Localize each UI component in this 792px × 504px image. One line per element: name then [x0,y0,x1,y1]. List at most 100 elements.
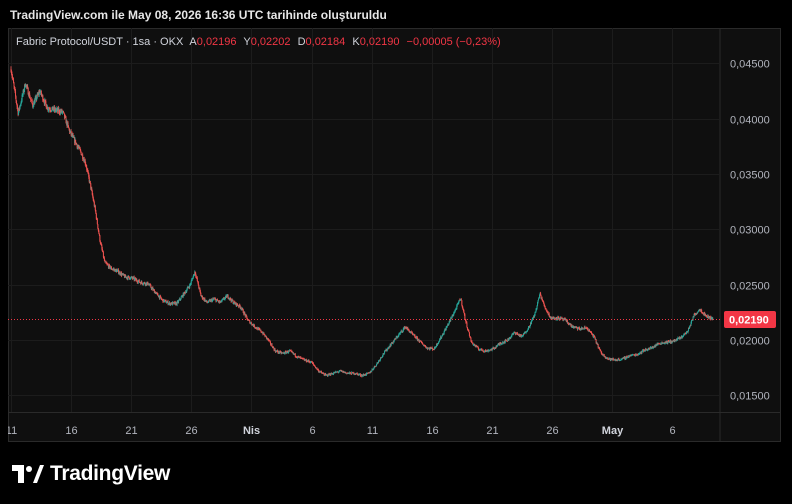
candle-body-1294 [663,342,665,344]
candle-body-712 [369,371,371,374]
candle-body-960 [495,347,497,349]
candle-body-829 [429,348,431,350]
candle-body-754 [391,342,393,345]
candle-body-360 [192,278,194,280]
candle-body-120 [71,133,73,135]
candle-body-839 [434,346,436,350]
candle-body-99 [60,110,62,112]
candle-body-131 [76,144,78,148]
candle-body-88 [54,108,56,112]
candle-body-1003 [516,333,518,334]
candle-body-525 [275,351,277,353]
candle-body-198 [110,267,112,269]
candle-body-685 [356,373,358,374]
candle-body-89 [55,110,57,112]
candle-body-219 [121,272,123,276]
candle-body-1214 [623,357,625,359]
candle-body-372 [198,285,200,289]
candle-body-720 [374,365,375,368]
candle-body-98 [59,110,61,114]
chart-plot[interactable]: 0,04500 0,04000 0,03500 0,03000 0,02500 0,020… [8,28,781,442]
candle-body-506 [265,336,267,339]
candle-body-8 [14,88,16,92]
candle-body-749 [388,346,390,349]
candle-body-640 [333,372,335,374]
candle-body-635 [331,373,333,374]
candle-body-542 [284,353,286,355]
candle-body-623 [325,373,327,375]
candle-body-933 [481,349,483,351]
candle-body-1265 [649,348,651,350]
candle-body-495 [260,329,262,332]
candle-body-12 [16,103,18,107]
candle-body-126 [74,137,76,143]
x-tick-label-1: 16 [65,425,77,437]
chart-frame[interactable] [8,28,781,442]
candle-body-264 [143,282,145,284]
candle-body-1333 [683,334,685,336]
candle-body-580 [303,358,305,360]
candle-body-1049 [540,292,542,296]
footer [0,442,792,504]
candle-body-169 [95,213,97,219]
x-tick-label-0: 11 [8,425,17,437]
candle-body-95 [58,109,60,112]
candle-body-1189 [610,358,612,360]
candle-body-1187 [609,358,611,361]
candle-body-996 [513,332,515,334]
candle-body-1032 [531,319,533,321]
candle-body-504 [264,335,266,337]
candle-body-124 [73,135,75,138]
candle-body-455 [240,307,242,309]
candle-body-792 [410,331,412,333]
candle-body-112 [67,123,69,127]
candle-body-982 [506,340,508,342]
candle-body-374 [199,288,201,291]
candle-body-188 [105,261,107,263]
candle-body-104 [63,111,65,113]
candle-body-693 [360,375,362,377]
candle-body-139 [80,151,82,155]
candle-body-196 [109,265,111,269]
candle-body-210 [116,270,118,273]
candle-body-108 [65,116,67,118]
candle-body-1304 [668,342,670,343]
legend-high-label: Y [243,36,251,48]
candle-body-765 [396,336,398,338]
candle-body-900 [464,319,466,320]
candle-body-1376 [705,314,707,316]
candle-body-1380 [707,315,709,318]
candle-body-502 [263,334,265,336]
candle-body-7 [14,86,16,89]
candle-body-1008 [519,335,521,337]
candle-body-503 [264,334,266,337]
candle-body-361 [192,275,194,279]
candle-body-70 [45,104,47,109]
candle-body-315 [169,302,171,305]
candle-body-3 [12,76,14,78]
candle-body-227 [125,275,127,278]
candle-body-28 [24,84,26,87]
candle-body-1337 [685,333,687,335]
candle-body-491 [258,328,260,330]
candle-body-807 [417,339,419,341]
candle-body-1372 [703,313,705,315]
candle-body-418 [221,299,223,302]
candle-body-557 [291,351,293,353]
candle-body-713 [370,371,372,373]
candle-body-742 [385,350,387,352]
candle-body-556 [291,351,293,352]
candle-body-160 [91,188,93,191]
candle-body-893 [461,300,463,306]
candle-body-698 [362,374,364,376]
candle-body-69 [45,101,47,105]
candle-body-1310 [671,340,673,342]
x-tick-label-9: 26 [546,425,558,437]
candle-body-808 [418,339,420,342]
candle-body-197 [109,268,111,269]
candle-body-1302 [667,340,669,342]
candle-body-821 [424,346,426,348]
candle-body-387 [205,300,207,302]
candle-body-430 [227,294,229,299]
candle-body-913 [471,341,473,343]
